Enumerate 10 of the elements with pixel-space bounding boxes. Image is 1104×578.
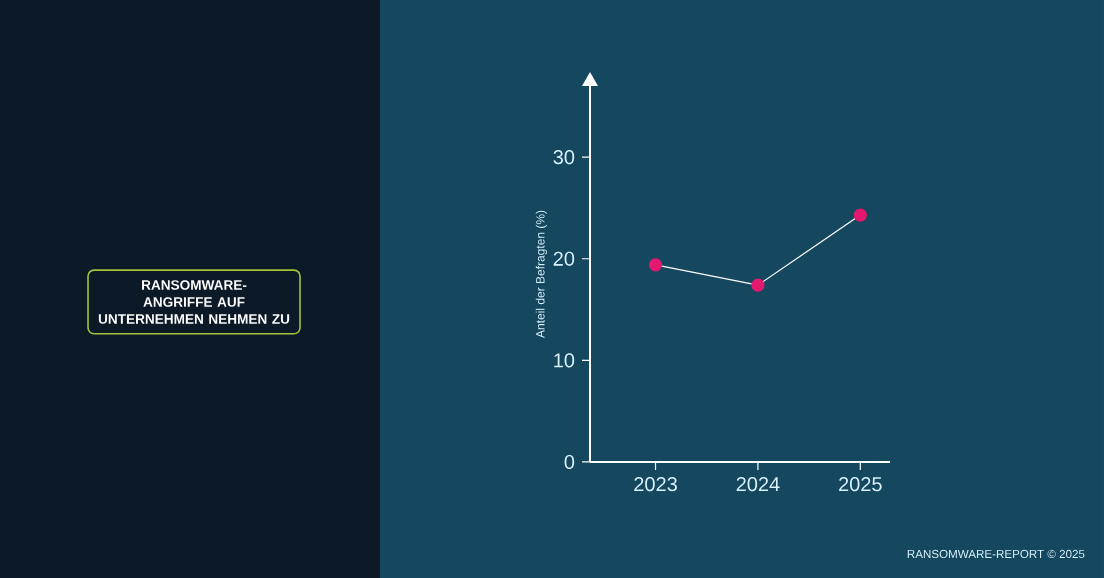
y-tick-label: 10 <box>554 353 575 368</box>
point <box>853 208 867 222</box>
y-tick-label: 30 <box>553 150 575 165</box>
x-tick-label: 2025 <box>839 477 882 492</box>
x-tick-label: 2024 <box>736 477 780 492</box>
point <box>648 258 663 272</box>
y-tick-label: 0 <box>564 454 575 470</box>
y-tick-label: 20 <box>553 251 575 266</box>
point <box>751 278 765 292</box>
x-tick-label: 2023 <box>634 477 677 492</box>
